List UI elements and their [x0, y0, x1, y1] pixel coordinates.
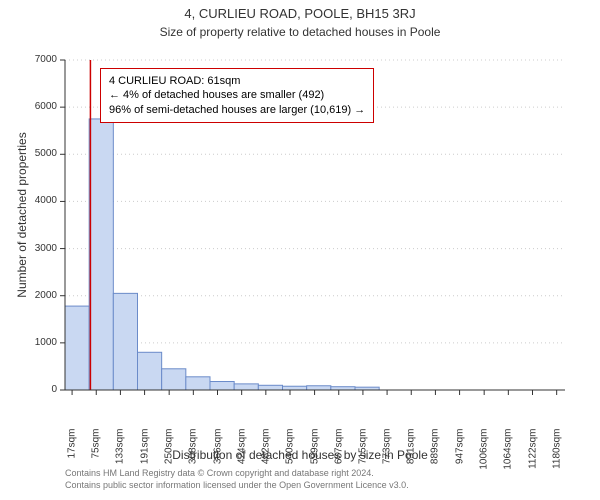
y-tick-label: 1000	[35, 337, 57, 348]
y-tick-label: 7000	[35, 54, 57, 65]
annotation-line-3: 96% of semi-detached houses are larger (…	[109, 103, 365, 117]
footer-line-1: Contains HM Land Registry data © Crown c…	[65, 468, 409, 480]
annotation-line-2: ← 4% of detached houses are smaller (492…	[109, 88, 365, 102]
y-tick-label: 0	[51, 384, 57, 395]
annotation-line-1: 4 CURLIEU ROAD: 61sqm	[109, 74, 365, 88]
annotation-box: 4 CURLIEU ROAD: 61sqm ← 4% of detached h…	[100, 68, 374, 123]
y-axis-label: Number of detached properties	[15, 115, 29, 315]
footer-line-2: Contains public sector information licen…	[65, 480, 409, 492]
y-tick-label: 5000	[35, 148, 57, 159]
y-tick-label: 3000	[35, 243, 57, 254]
footer-note: Contains HM Land Registry data © Crown c…	[65, 468, 409, 491]
y-tick-label: 2000	[35, 290, 57, 301]
y-tick-label: 6000	[35, 101, 57, 112]
y-tick-label: 4000	[35, 195, 57, 206]
x-axis-label: Distribution of detached houses by size …	[0, 448, 600, 462]
